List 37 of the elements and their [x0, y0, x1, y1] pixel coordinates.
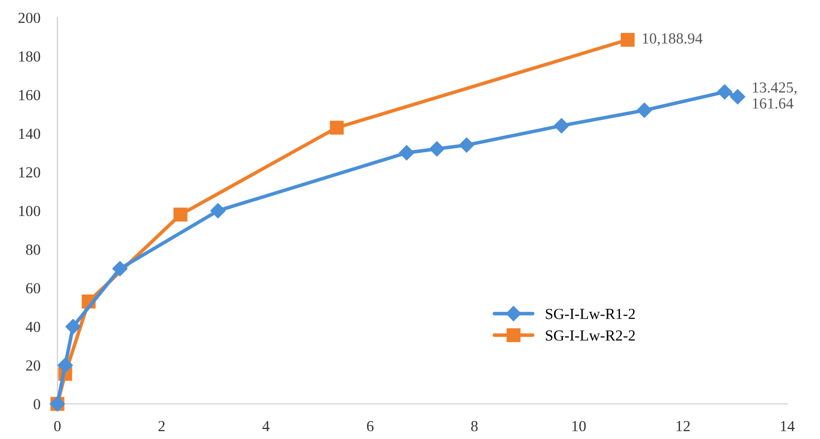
- point: [58, 358, 73, 373]
- y-tick-label: 60: [26, 283, 40, 294]
- y-tick-label: 0: [34, 399, 40, 410]
- legend-label: SG-I-Lw-R1-2: [546, 308, 635, 320]
- x-tick-label: 10: [572, 420, 586, 432]
- x-tick-label: 0: [54, 420, 61, 432]
- y-tick-label: 140: [19, 128, 40, 139]
- y-tick-label: 100: [19, 206, 40, 216]
- y-tick-label: 120: [19, 167, 40, 178]
- x-tick-label: 8: [471, 420, 478, 432]
- point: [636, 102, 652, 118]
- legend-label: SG-I-Lw-R2-2: [546, 330, 635, 341]
- y-tick-label: 40: [26, 322, 40, 332]
- x-tick-label: 14: [780, 421, 795, 432]
- point: [554, 118, 570, 134]
- point: [112, 261, 128, 276]
- x-tick-label: 6: [367, 421, 374, 432]
- y-tick-label: 160: [19, 90, 40, 100]
- point: [173, 208, 188, 222]
- point: [459, 137, 474, 153]
- annotation: 10,188.94: [642, 33, 702, 46]
- point: [399, 145, 414, 160]
- y-tick-label: 20: [26, 360, 40, 371]
- x-tick-label: 2: [158, 421, 165, 432]
- point: [730, 89, 746, 104]
- x-tick-label: 4: [262, 421, 270, 432]
- point: [65, 319, 81, 334]
- y-tick-label: 80: [26, 244, 40, 255]
- annotation: 13.425, 161.64: [752, 82, 796, 109]
- y-tick-label: 180: [19, 51, 40, 62]
- point: [210, 203, 226, 218]
- point: [620, 32, 635, 47]
- y-tick-label: 200: [18, 12, 40, 24]
- x-tick-label: 12: [676, 421, 690, 432]
- point: [717, 84, 732, 100]
- point: [330, 120, 344, 135]
- point: [429, 141, 444, 156]
